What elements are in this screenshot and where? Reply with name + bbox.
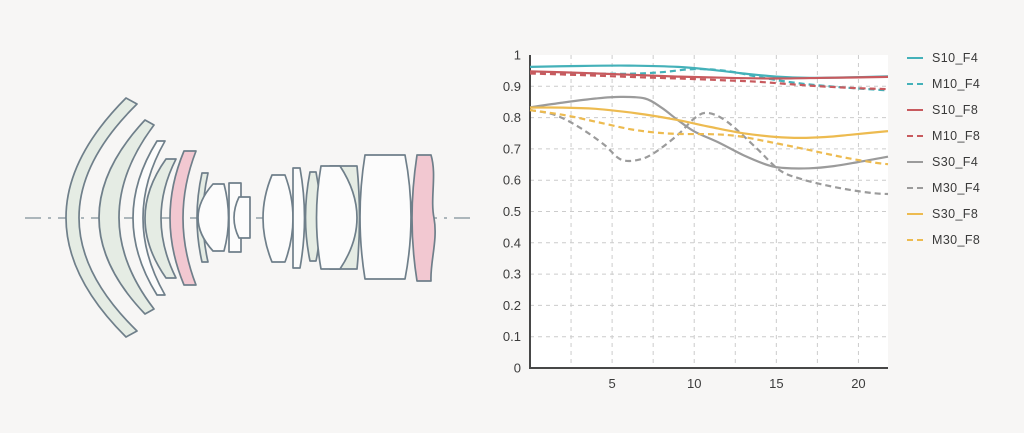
- x-axis-tick-label: 10: [687, 376, 701, 391]
- legend-label: S10_F4: [932, 51, 979, 65]
- y-axis-tick-label: 0.9: [503, 79, 521, 94]
- lens-element-16: [411, 154, 436, 282]
- y-axis-tick-label: 0.8: [503, 110, 521, 125]
- legend-item-M30_F8: M30_F8: [907, 227, 980, 253]
- legend-swatch-line: [907, 213, 923, 215]
- series-line-S30_F8: [529, 106, 889, 140]
- legend-label: S10_F8: [932, 103, 979, 117]
- x-axis-tick-label: 5: [608, 376, 615, 391]
- lens-element-2: [98, 119, 155, 315]
- series-line-M30_F8: [529, 109, 889, 166]
- legend-item-S30_F4: S30_F4: [907, 149, 980, 175]
- legend-item-S30_F8: S30_F8: [907, 201, 980, 227]
- y-axis-tick-label: 0.7: [503, 141, 521, 156]
- legend-swatch-line: [907, 135, 923, 137]
- legend-item-S10_F4: S10_F4: [907, 45, 980, 71]
- lens-element-5: [169, 150, 197, 286]
- series-line-M30_F4: [529, 109, 889, 196]
- lens-element-9: [233, 196, 251, 239]
- legend-label: M10_F8: [932, 129, 981, 143]
- legend-item-M10_F8: M10_F8: [907, 123, 980, 149]
- lens-element-14: [315, 165, 358, 270]
- y-axis-tick-label: 0.2: [503, 298, 521, 313]
- legend-label: M30_F4: [932, 181, 981, 195]
- legend-label: S30_F4: [932, 155, 979, 169]
- y-axis-tick-label: 0.6: [503, 173, 521, 188]
- y-axis-tick-label: 0.5: [503, 204, 521, 219]
- lens-elements: [65, 97, 436, 338]
- series-line-S30_F4: [529, 95, 889, 170]
- legend-label: S30_F8: [932, 207, 979, 221]
- lens-element-7: [197, 183, 230, 252]
- y-axis-tick-label: 1: [514, 48, 521, 63]
- legend-swatch-line: [907, 187, 923, 189]
- chart-legend: S10_F4 M10_F4 S10_F8 M10_F8 S30_F4 M30_F4 S30_…: [907, 45, 980, 253]
- legend-swatch-line: [907, 109, 923, 111]
- lens-element-3: [132, 140, 166, 296]
- lens-element-4: [144, 158, 177, 279]
- x-axis-tick-label: 20: [851, 376, 865, 391]
- x-axis-tick-label: 15: [769, 376, 783, 391]
- lens-element-1: [65, 97, 138, 338]
- y-axis-tick-label: 0.1: [503, 329, 521, 344]
- legend-label: M10_F4: [932, 77, 981, 91]
- legend-item-S10_F8: S10_F8: [907, 97, 980, 123]
- y-axis-tick-label: 0: [514, 361, 521, 376]
- legend-item-M30_F4: M30_F4: [907, 175, 980, 201]
- legend-swatch-line: [907, 83, 923, 85]
- legend-swatch-line: [907, 161, 923, 163]
- legend-label: M30_F8: [932, 233, 981, 247]
- lens-element-15: [359, 154, 412, 280]
- series-line-S10_F8: [529, 70, 889, 80]
- legend-swatch-line: [907, 239, 923, 241]
- legend-swatch-line: [907, 57, 923, 59]
- lens-element-11: [292, 167, 306, 269]
- series-line-M10_F8: [529, 72, 889, 91]
- axes: [529, 55, 888, 369]
- y-axis-tick-label: 0.4: [503, 235, 521, 250]
- y-axis-tick-label: 0.3: [503, 267, 521, 282]
- legend-item-M10_F4: M10_F4: [907, 71, 980, 97]
- lens-element-10: [262, 174, 294, 263]
